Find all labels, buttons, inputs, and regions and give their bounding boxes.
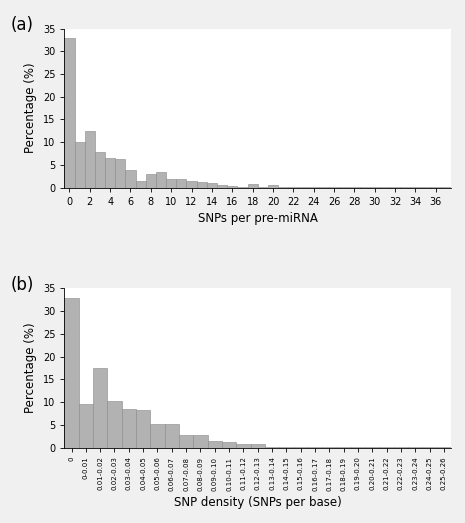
Bar [197, 182, 207, 188]
Bar [278, 187, 288, 188]
Bar [251, 444, 265, 448]
Bar [95, 152, 105, 188]
Bar [165, 424, 179, 448]
Bar [186, 181, 197, 188]
Bar [93, 368, 107, 448]
Bar [150, 424, 165, 448]
Bar [146, 174, 156, 188]
Bar [237, 187, 247, 188]
Bar [122, 409, 136, 448]
Bar [279, 447, 293, 448]
Bar [166, 179, 176, 188]
Text: (b): (b) [10, 276, 33, 294]
Y-axis label: Percentage (%): Percentage (%) [24, 323, 37, 413]
Bar [265, 447, 279, 448]
Bar [85, 131, 95, 188]
Bar [207, 441, 222, 448]
Text: (a): (a) [10, 16, 33, 34]
Bar [179, 435, 193, 448]
Bar [126, 170, 136, 188]
Bar [437, 447, 451, 448]
Bar [79, 404, 93, 448]
X-axis label: SNP density (SNPs per base): SNP density (SNPs per base) [174, 496, 342, 509]
Bar [136, 181, 146, 188]
Bar [176, 179, 186, 188]
X-axis label: SNPs per pre-miRNA: SNPs per pre-miRNA [198, 212, 318, 225]
Bar [217, 185, 227, 188]
Bar [380, 187, 390, 188]
Bar [288, 187, 299, 188]
Bar [258, 187, 268, 188]
Bar [74, 142, 85, 188]
Bar [136, 410, 150, 448]
Bar [309, 187, 319, 188]
Bar [156, 172, 166, 188]
Bar [236, 444, 251, 448]
Bar [222, 442, 236, 448]
Bar [337, 447, 351, 448]
Bar [227, 186, 237, 188]
Bar [207, 183, 217, 188]
Bar [193, 435, 207, 448]
Bar [107, 401, 122, 448]
Bar [411, 187, 420, 188]
Bar [268, 185, 278, 188]
Bar [105, 158, 115, 188]
Bar [64, 38, 74, 188]
Bar [115, 159, 126, 188]
Bar [64, 298, 79, 448]
Bar [441, 187, 451, 188]
Bar [247, 184, 258, 188]
Y-axis label: Percentage (%): Percentage (%) [24, 63, 37, 153]
